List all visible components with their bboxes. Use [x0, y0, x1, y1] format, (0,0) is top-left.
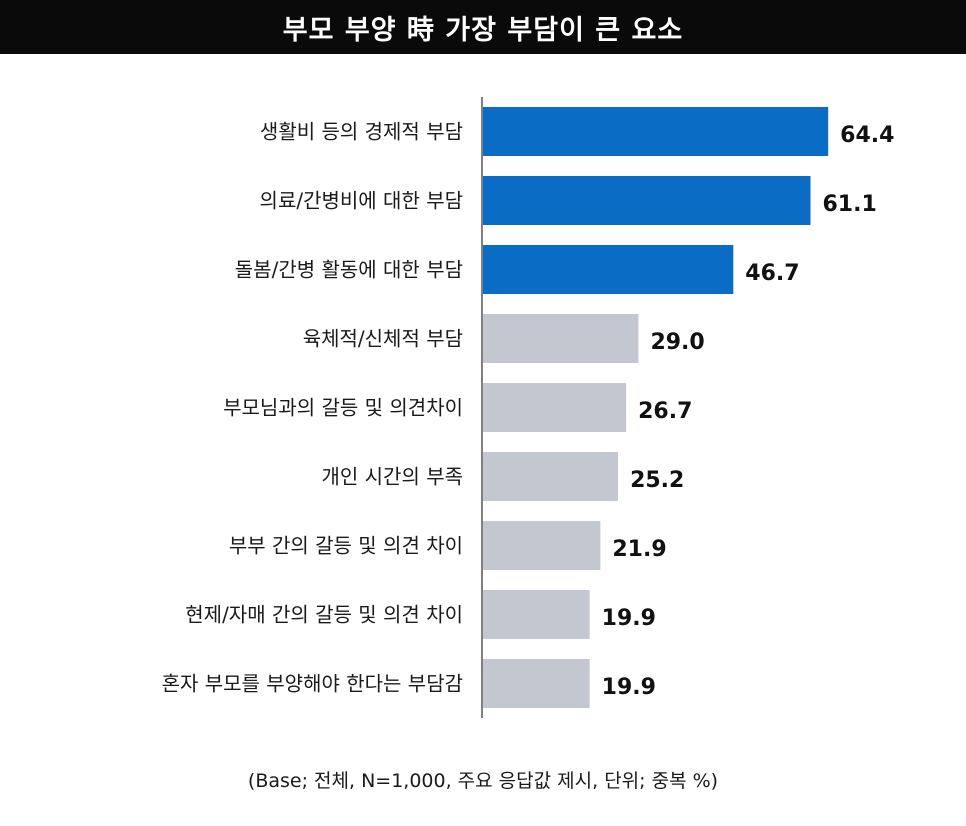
- category-label: 육체적/신체적 부담: [303, 327, 463, 351]
- bar-6: [483, 452, 619, 501]
- category-label: 개인 시간의 부족: [321, 465, 463, 489]
- category-label: 부모님과의 갈등 및 의견차이: [223, 396, 463, 420]
- bars-group: 생활비 등의 경제적 부담 64.4 의료/간병비에 대한 부담 61.1 돌봄/간병 …: [162, 107, 894, 708]
- chart-title: 부모 부양 時 가장 부담이 큰 요소: [0, 0, 966, 54]
- footnote: (Base; 전체, N=1,000, 주요 응답값 제시, 단위; 중복 %): [247, 770, 719, 792]
- category-label: 의료/간병비에 대한 부담: [260, 189, 463, 213]
- value-label: 61.1: [822, 192, 876, 217]
- value-label: 19.9: [602, 675, 656, 700]
- value-label: 25.2: [630, 468, 684, 493]
- bar-7: [483, 521, 601, 570]
- bar-9: [483, 659, 590, 708]
- value-label: 46.7: [745, 261, 799, 286]
- value-label: 64.4: [840, 123, 894, 148]
- bar-8: [483, 590, 590, 639]
- bar-1: [483, 107, 829, 156]
- value-label: 19.9: [602, 606, 656, 631]
- value-label: 26.7: [638, 399, 692, 424]
- category-label: 부부 간의 갈등 및 의견 차이: [229, 534, 463, 558]
- value-label: 21.9: [612, 537, 666, 562]
- category-label: 돌봄/간병 활동에 대한 부담: [235, 258, 463, 282]
- category-label: 생활비 등의 경제적 부담: [260, 120, 463, 144]
- value-label: 29.0: [650, 330, 704, 355]
- category-label: 혼자 부모를 부양해야 한다는 부담감: [162, 672, 463, 696]
- bar-chart: 생활비 등의 경제적 부담 64.4 의료/간병비에 대한 부담 61.1 돌봄/간병 …: [162, 97, 894, 718]
- bar-4: [483, 314, 639, 363]
- category-label: 현제/자매 간의 갈등 및 의견 차이: [185, 603, 463, 627]
- bar-3: [483, 245, 734, 294]
- bar-2: [483, 176, 811, 225]
- bar-5: [483, 383, 627, 432]
